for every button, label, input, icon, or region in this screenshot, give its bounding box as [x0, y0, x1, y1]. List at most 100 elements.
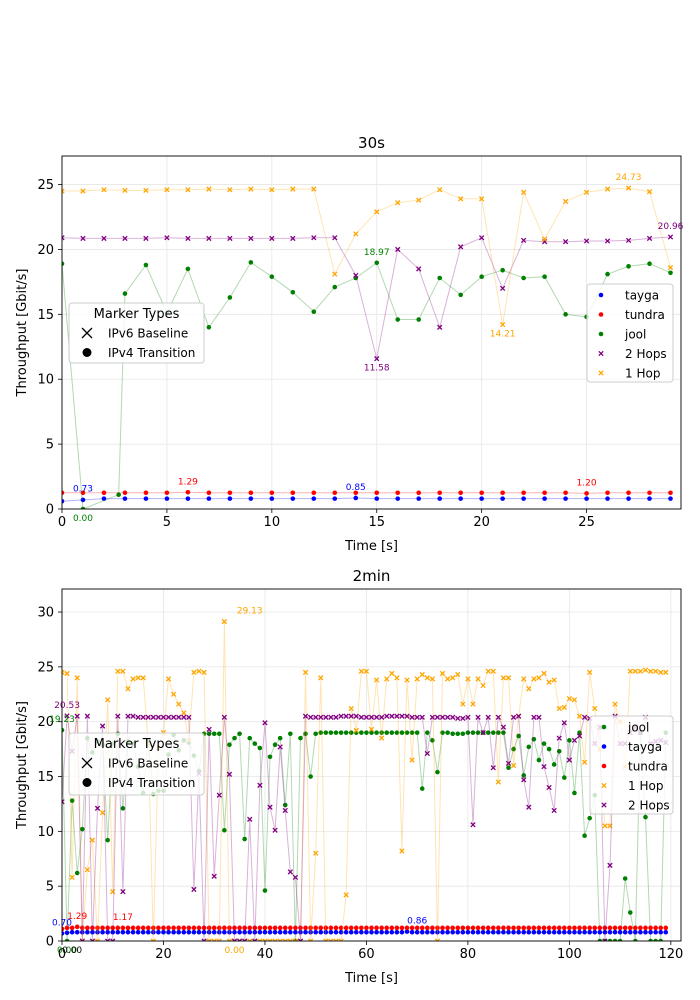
data-point — [511, 925, 516, 931]
legend-label: IPv4 Transition — [108, 776, 195, 790]
data-point — [551, 677, 557, 683]
data-point — [571, 697, 578, 703]
data-point — [226, 938, 233, 941]
data-point — [313, 929, 318, 935]
data-point — [181, 929, 187, 935]
data-point — [288, 731, 293, 737]
legend-label: 2 Hops — [628, 799, 670, 813]
data-point — [164, 235, 170, 241]
data-point — [551, 925, 557, 931]
data-point — [607, 925, 613, 931]
x-tick-label: 5 — [163, 515, 171, 530]
data-point — [597, 929, 603, 935]
data-point — [541, 929, 547, 935]
data-label: 20.53 — [54, 701, 80, 711]
y-tick-label: 0 — [46, 935, 54, 950]
data-point — [201, 938, 207, 941]
series-legend: jool tayga tundra 1 Hop 2 Hops — [589, 715, 674, 815]
data-point — [587, 815, 592, 821]
data-point — [232, 929, 237, 935]
data-point — [313, 925, 318, 931]
data-point — [572, 925, 577, 931]
data-point — [479, 274, 484, 279]
data-point — [546, 679, 552, 685]
data-point — [80, 497, 86, 503]
x-tick-label: 80 — [460, 947, 477, 962]
data-point — [516, 925, 521, 931]
series-1-hop — [62, 185, 674, 328]
data-point — [627, 925, 633, 931]
data-point — [247, 925, 253, 931]
data-point — [515, 713, 522, 719]
data-point — [262, 929, 268, 935]
data-point — [216, 925, 222, 931]
data-point — [536, 929, 542, 935]
data-point — [526, 804, 532, 810]
data-point — [90, 929, 95, 935]
data-point — [303, 925, 308, 931]
data-point — [582, 925, 587, 931]
data-point — [480, 925, 486, 931]
data-point — [105, 837, 110, 843]
data-point — [122, 496, 128, 501]
data-point — [101, 187, 107, 193]
data-point — [313, 731, 318, 737]
data-point — [333, 730, 339, 735]
data-point — [262, 888, 268, 893]
data-label: 0.00 — [62, 946, 82, 956]
data-point — [668, 496, 673, 501]
data-point — [653, 938, 658, 941]
data-point — [185, 187, 191, 193]
data-point — [206, 929, 212, 935]
data-point — [311, 309, 317, 315]
axes-frame — [61, 155, 682, 510]
data-point — [287, 938, 293, 941]
data-point — [227, 295, 233, 300]
data-point — [602, 938, 608, 941]
data-point — [272, 938, 278, 941]
data-point — [563, 312, 568, 317]
data-point — [277, 925, 283, 931]
data-point — [318, 925, 324, 931]
y-tick-label: 30 — [37, 606, 54, 621]
data-point — [394, 675, 400, 681]
series-legend: tayga tundra jool 2 Hops 1 Hop — [586, 283, 674, 383]
data-point — [237, 925, 242, 931]
data-point — [313, 714, 319, 720]
data-point — [277, 938, 283, 941]
data-point — [627, 929, 633, 935]
data-point — [308, 774, 313, 779]
data-point — [369, 925, 374, 931]
data-point — [74, 929, 80, 935]
data-point — [612, 701, 618, 707]
x-tick-label: 20 — [155, 947, 172, 962]
x-axis-label: Time [s] — [344, 539, 398, 554]
data-point — [658, 925, 664, 931]
data-label: 1.29 — [178, 477, 198, 487]
data-point — [359, 925, 364, 931]
data-point — [450, 675, 456, 681]
data-point — [143, 490, 149, 496]
data-point — [605, 490, 610, 496]
data-point — [227, 925, 232, 931]
data-point — [110, 925, 116, 931]
y-tick-label: 25 — [37, 660, 54, 675]
data-point — [444, 676, 451, 682]
data-point — [323, 925, 329, 931]
data-point — [282, 925, 288, 931]
data-point — [626, 264, 631, 269]
data-point — [409, 757, 415, 763]
data-point — [318, 929, 324, 935]
data-point — [404, 730, 410, 735]
data-point — [247, 816, 253, 822]
data-point — [531, 929, 537, 935]
data-point — [143, 235, 149, 242]
data-point — [151, 925, 156, 931]
data-label: 24.73 — [616, 173, 642, 183]
data-point — [201, 925, 207, 931]
legend-label: tayga — [628, 740, 662, 754]
data-point — [587, 929, 592, 935]
data-point — [338, 929, 344, 935]
data-point — [101, 496, 107, 501]
data-point — [646, 189, 653, 195]
